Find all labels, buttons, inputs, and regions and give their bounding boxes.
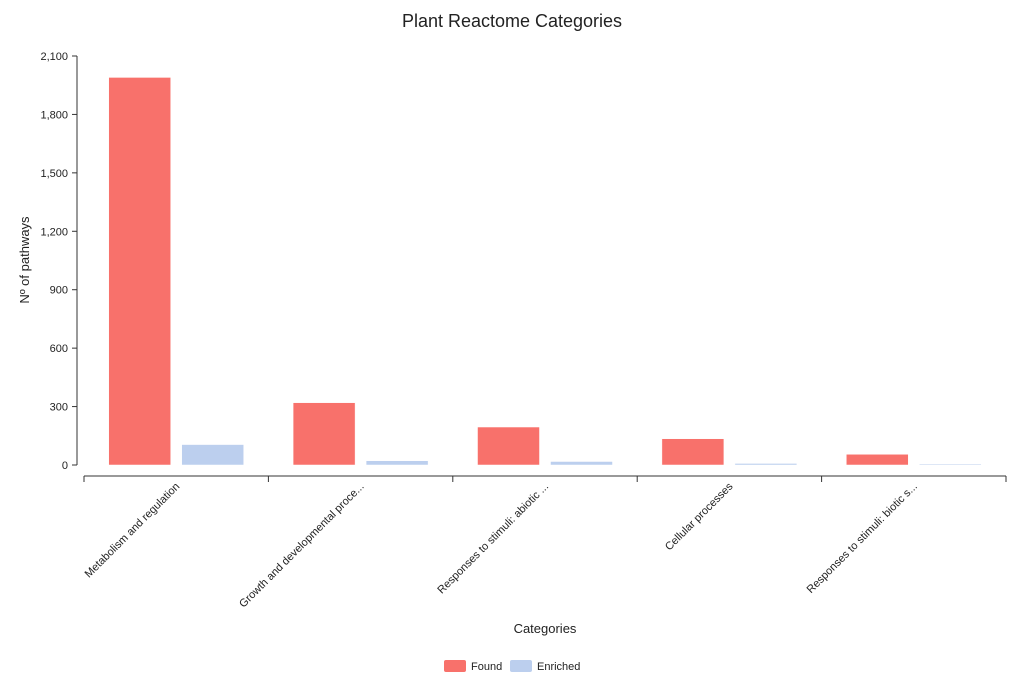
- x-tick-label: Growth and developmental proce...: [237, 481, 367, 611]
- legend-swatch-found: [444, 660, 466, 672]
- bar-enriched: [181, 444, 244, 466]
- legend-label-enriched: Enriched: [537, 661, 580, 673]
- bar-found: [108, 77, 171, 466]
- y-tick-label: 900: [50, 285, 68, 297]
- bar-found: [477, 426, 540, 466]
- x-tick-label: Metabolism and regulation: [83, 481, 183, 581]
- bar-found: [292, 402, 356, 466]
- legend-swatch-enriched: [510, 660, 532, 672]
- y-tick-label: 1,200: [40, 226, 68, 238]
- x-tick-label: Responses to stimuli: biotic s...: [805, 481, 920, 596]
- bar-enriched: [550, 461, 613, 466]
- x-tick-label: Responses to stimuli: abiotic ...: [435, 481, 551, 597]
- bars-group: [108, 77, 982, 466]
- y-tick-label: 600: [50, 343, 68, 355]
- bar-enriched: [919, 463, 982, 466]
- x-axis-title: Categories: [514, 621, 577, 636]
- legend: Found Enriched: [444, 660, 580, 673]
- chart-title: Plant Reactome Categories: [402, 11, 622, 31]
- legend-label-found: Found: [471, 661, 502, 673]
- bar-enriched: [734, 463, 798, 466]
- y-tick-label: 2,100: [40, 51, 68, 63]
- bar-found: [661, 438, 725, 466]
- y-axis-ticks: 0 300 600 900 1,200 1,500 1,800 2,100: [40, 51, 77, 472]
- y-tick-label: 0: [62, 460, 68, 472]
- y-axis-title: Nº of pathways: [17, 216, 32, 304]
- y-tick-label: 300: [50, 402, 68, 414]
- y-tick-label: 1,500: [40, 168, 68, 180]
- bar-found: [846, 454, 909, 466]
- y-tick-label: 1,800: [40, 109, 68, 121]
- x-axis-ticks: Metabolism and regulation Growth and deve…: [83, 476, 1007, 611]
- x-tick-label: Cellular processes: [663, 480, 736, 553]
- bar-enriched: [365, 460, 429, 466]
